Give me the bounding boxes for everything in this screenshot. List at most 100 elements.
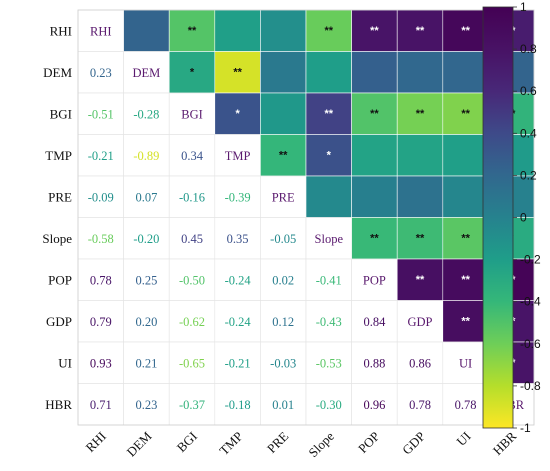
correlation-value: 0.86 <box>409 356 431 370</box>
column-label-pop: POP <box>355 429 382 456</box>
cell-gdp-dem <box>123 300 170 343</box>
diagonal-label: UI <box>459 356 472 370</box>
correlation-value: 0.71 <box>90 398 112 412</box>
colorbar-tick-label: -0.2 <box>520 253 541 267</box>
row-label-gdp: GDP <box>46 314 72 329</box>
cell-pop-gdp <box>396 258 444 301</box>
column-label-rhi: RHI <box>82 429 108 455</box>
cell-rhi-bgi <box>168 9 216 52</box>
correlation-value: 0.45 <box>181 232 203 246</box>
correlation-value: 0.20 <box>135 315 157 329</box>
correlation-value: -0.24 <box>225 315 252 329</box>
significance-marker: ** <box>461 274 470 286</box>
cell-rhi-dem <box>123 9 170 52</box>
cell-hbr-slope <box>305 383 352 426</box>
cell-pre-slope <box>305 175 352 218</box>
significance-marker: ** <box>370 232 379 244</box>
correlation-value: -0.53 <box>316 356 342 370</box>
cell-gdp-tmp <box>214 300 261 343</box>
cell-bgi-ui <box>442 92 489 135</box>
correlation-value: -0.37 <box>179 398 205 412</box>
cell-pre-dem <box>123 175 170 218</box>
correlation-value: -0.28 <box>133 107 159 121</box>
cell-bgi-bgi <box>168 92 216 135</box>
cell-ui-pre <box>260 341 307 384</box>
cell-dem-slope <box>305 51 352 94</box>
cell-ui-ui <box>442 341 489 384</box>
cell-tmp-slope <box>305 134 352 177</box>
correlation-value: -0.89 <box>133 149 159 163</box>
cell-rhi-rhi <box>77 9 124 52</box>
column-label-slope: Slope <box>305 428 337 460</box>
colorbar-tick-label: 0.4 <box>520 126 537 140</box>
correlation-value: 0.88 <box>363 356 385 370</box>
significance-marker: ** <box>461 315 470 327</box>
cell-slope-slope <box>305 217 352 260</box>
colorbar-tick-label: 0 <box>520 211 527 225</box>
row-label-rhi: RHI <box>50 23 72 38</box>
correlation-value: -0.05 <box>270 232 296 246</box>
cell-dem-rhi <box>77 51 124 94</box>
correlation-value: 0.96 <box>363 398 385 412</box>
cell-slope-gdp <box>396 217 444 260</box>
significance-marker: ** <box>325 25 334 37</box>
column-label-dem: DEM <box>123 428 154 459</box>
significance-marker: ** <box>416 108 425 120</box>
significance-marker: ** <box>370 25 379 37</box>
correlation-value: -0.39 <box>225 190 251 204</box>
correlation-value: 0.12 <box>272 315 294 329</box>
diagonal-label: Slope <box>315 232 344 246</box>
column-label-bgi: BGI <box>174 429 200 455</box>
column-label-pre: PRE <box>264 428 292 456</box>
cell-ui-bgi <box>168 341 216 384</box>
correlation-value: -0.09 <box>88 190 114 204</box>
heatmap-cells: RHI************0.23DEM***-0.51-0.28BGI**… <box>77 9 535 426</box>
correlation-value: 0.78 <box>409 398 431 412</box>
cell-dem-bgi <box>168 51 216 94</box>
colorbar-tick-label: 0.8 <box>520 42 537 56</box>
cell-pre-bgi <box>168 175 216 218</box>
cell-tmp-pop <box>351 134 398 177</box>
correlation-value: -0.62 <box>179 315 205 329</box>
row-label-tmp: TMP <box>45 148 72 163</box>
correlation-value: 0.78 <box>90 273 112 287</box>
cell-dem-tmp <box>214 51 261 94</box>
cell-slope-pre <box>260 217 307 260</box>
row-label-slope: Slope <box>42 231 72 246</box>
significance-marker: ** <box>370 108 379 120</box>
colorbar-tick-label: -0.4 <box>520 295 541 309</box>
cell-hbr-tmp <box>214 383 261 426</box>
diagonal-label: TMP <box>225 149 251 163</box>
cell-bgi-pre <box>260 92 307 135</box>
correlation-value: -0.58 <box>88 232 114 246</box>
correlation-value: -0.51 <box>88 107 114 121</box>
cell-hbr-rhi <box>77 383 124 426</box>
significance-marker: * <box>235 108 240 120</box>
cell-dem-pre <box>260 51 307 94</box>
correlation-value: -0.20 <box>133 232 159 246</box>
significance-marker: * <box>327 149 332 161</box>
correlation-value: -0.65 <box>179 356 205 370</box>
cell-slope-rhi <box>77 217 124 260</box>
cell-tmp-dem <box>123 134 170 177</box>
correlation-value: 0.93 <box>90 356 112 370</box>
significance-marker: * <box>190 66 195 78</box>
row-label-ui: UI <box>58 355 72 370</box>
colorbar-tick-label: -0.8 <box>520 379 541 393</box>
diagonal-label: RHI <box>90 24 112 38</box>
significance-marker: ** <box>188 25 197 37</box>
cell-tmp-gdp <box>396 134 444 177</box>
correlation-value: 0.78 <box>455 398 477 412</box>
colorbar-tick-label: 0.2 <box>520 168 537 182</box>
cell-rhi-pre <box>260 9 307 52</box>
cell-pop-pop <box>351 258 398 301</box>
cell-ui-rhi <box>77 341 124 384</box>
cell-rhi-tmp <box>214 9 261 52</box>
significance-marker: ** <box>416 274 425 286</box>
correlation-value: -0.50 <box>179 273 205 287</box>
colorbar-tick-label: 1 <box>520 0 527 14</box>
diagonal-label: PRE <box>272 190 295 204</box>
column-label-ui: UI <box>453 429 473 449</box>
diagonal-label: DEM <box>133 66 161 80</box>
